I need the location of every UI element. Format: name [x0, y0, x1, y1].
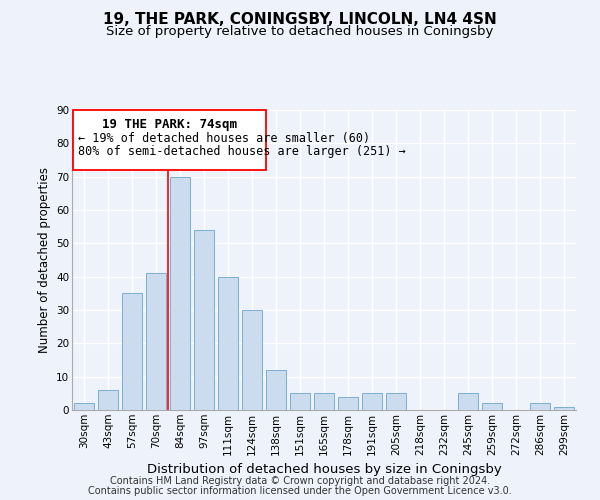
Bar	[362, 394, 382, 410]
Bar	[266, 370, 286, 410]
Bar	[146, 274, 166, 410]
Bar	[122, 294, 142, 410]
Bar	[74, 404, 94, 410]
Bar	[314, 394, 334, 410]
Text: Contains HM Land Registry data © Crown copyright and database right 2024.: Contains HM Land Registry data © Crown c…	[110, 476, 490, 486]
Text: Size of property relative to detached houses in Coningsby: Size of property relative to detached ho…	[106, 25, 494, 38]
Bar	[338, 396, 358, 410]
Bar	[458, 394, 478, 410]
X-axis label: Distribution of detached houses by size in Coningsby: Distribution of detached houses by size …	[146, 463, 502, 476]
Text: 19 THE PARK: 74sqm: 19 THE PARK: 74sqm	[103, 118, 238, 132]
Y-axis label: Number of detached properties: Number of detached properties	[38, 167, 50, 353]
Bar	[530, 404, 550, 410]
Text: 80% of semi-detached houses are larger (251) →: 80% of semi-detached houses are larger (…	[78, 145, 406, 158]
Bar	[242, 310, 262, 410]
FancyBboxPatch shape	[73, 110, 266, 170]
Bar	[554, 406, 574, 410]
Bar	[386, 394, 406, 410]
Text: Contains public sector information licensed under the Open Government Licence v3: Contains public sector information licen…	[88, 486, 512, 496]
Bar	[194, 230, 214, 410]
Bar	[290, 394, 310, 410]
Bar	[482, 404, 502, 410]
Bar	[98, 390, 118, 410]
Bar	[170, 176, 190, 410]
Text: ← 19% of detached houses are smaller (60): ← 19% of detached houses are smaller (60…	[78, 132, 370, 144]
Bar	[218, 276, 238, 410]
Text: 19, THE PARK, CONINGSBY, LINCOLN, LN4 4SN: 19, THE PARK, CONINGSBY, LINCOLN, LN4 4S…	[103, 12, 497, 28]
